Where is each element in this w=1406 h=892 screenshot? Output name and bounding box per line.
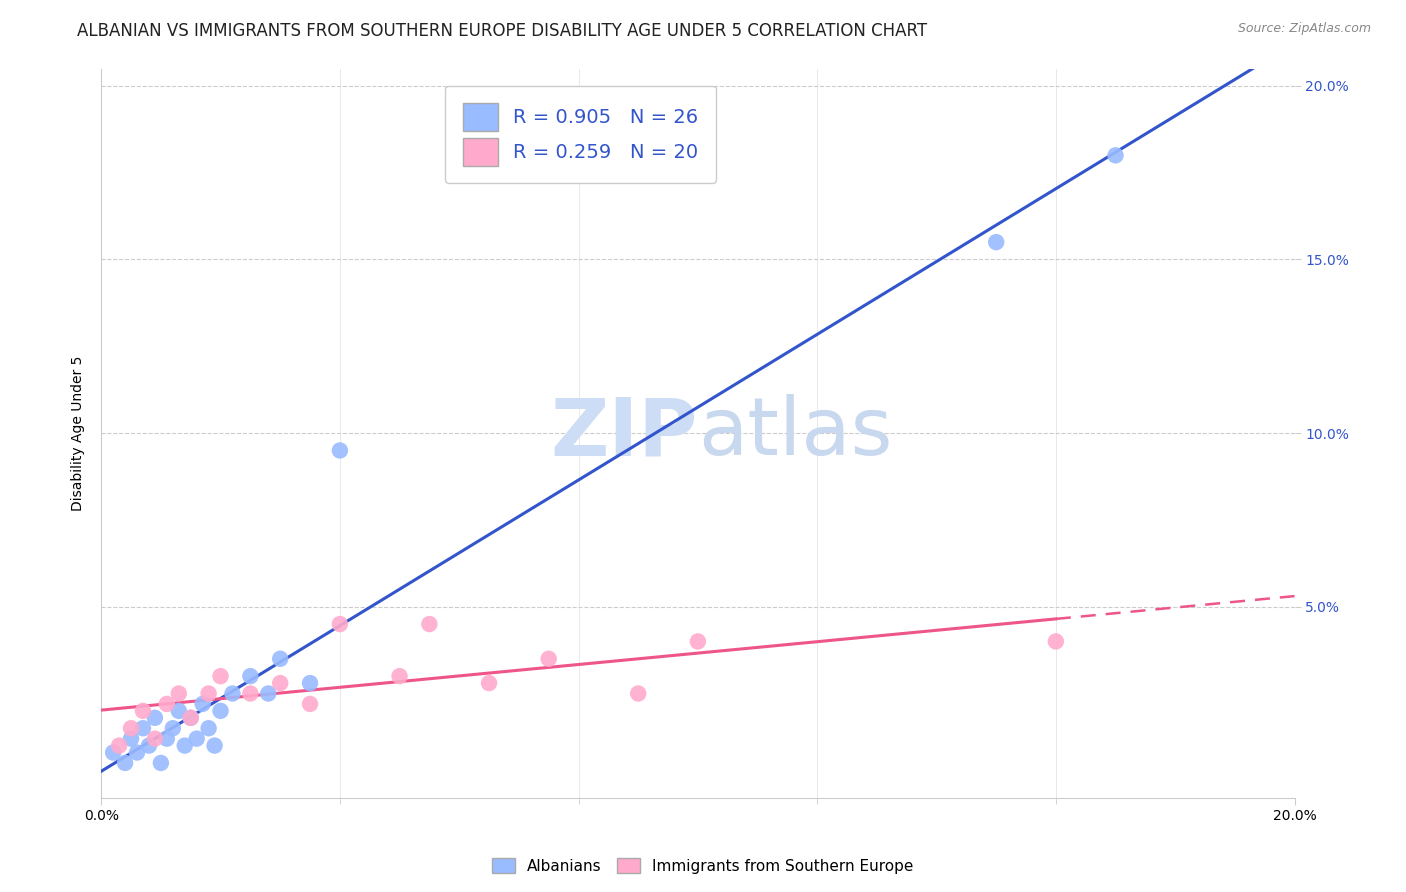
Point: [299, 676, 322, 690]
Point: [418, 617, 440, 632]
Point: [1045, 634, 1067, 648]
Legend: Albanians, Immigrants from Southern Europe: Albanians, Immigrants from Southern Euro…: [486, 852, 920, 880]
Point: [167, 686, 190, 700]
Text: Source: ZipAtlas.com: Source: ZipAtlas.com: [1237, 22, 1371, 36]
Point: [329, 443, 352, 458]
Point: [329, 617, 352, 632]
Point: [209, 704, 232, 718]
Point: [156, 731, 179, 746]
Point: [299, 697, 322, 711]
Point: [125, 746, 148, 760]
Text: ALBANIAN VS IMMIGRANTS FROM SOUTHERN EUROPE DISABILITY AGE UNDER 5 CORRELATION C: ALBANIAN VS IMMIGRANTS FROM SOUTHERN EUR…: [77, 22, 928, 40]
Point: [1104, 148, 1126, 162]
Point: [138, 739, 160, 753]
Point: [257, 686, 280, 700]
Y-axis label: Disability Age Under 5: Disability Age Under 5: [72, 355, 86, 511]
Text: atlas: atlas: [697, 394, 893, 472]
Point: [239, 686, 262, 700]
Point: [162, 721, 184, 735]
Point: [186, 731, 208, 746]
Point: [173, 739, 195, 753]
Point: [269, 676, 291, 690]
Point: [132, 704, 155, 718]
Point: [156, 697, 179, 711]
Point: [221, 686, 243, 700]
Point: [197, 686, 219, 700]
Point: [180, 711, 202, 725]
Point: [209, 669, 232, 683]
Point: [167, 704, 190, 718]
Point: [101, 746, 124, 760]
Point: [149, 756, 172, 770]
Point: [108, 739, 131, 753]
Point: [537, 652, 560, 666]
Point: [686, 634, 709, 648]
Point: [120, 731, 142, 746]
Point: [478, 676, 501, 690]
Point: [180, 711, 202, 725]
Point: [388, 669, 411, 683]
Legend: R = 0.905   N = 26, R = 0.259   N = 20: R = 0.905 N = 26, R = 0.259 N = 20: [446, 86, 716, 184]
Point: [191, 697, 214, 711]
Point: [143, 731, 166, 746]
Point: [114, 756, 136, 770]
Point: [197, 721, 219, 735]
Point: [269, 652, 291, 666]
Point: [239, 669, 262, 683]
Text: ZIP: ZIP: [551, 394, 697, 472]
Point: [204, 739, 226, 753]
Point: [143, 711, 166, 725]
Point: [132, 721, 155, 735]
Point: [986, 235, 1008, 249]
Point: [120, 721, 142, 735]
Point: [627, 686, 650, 700]
